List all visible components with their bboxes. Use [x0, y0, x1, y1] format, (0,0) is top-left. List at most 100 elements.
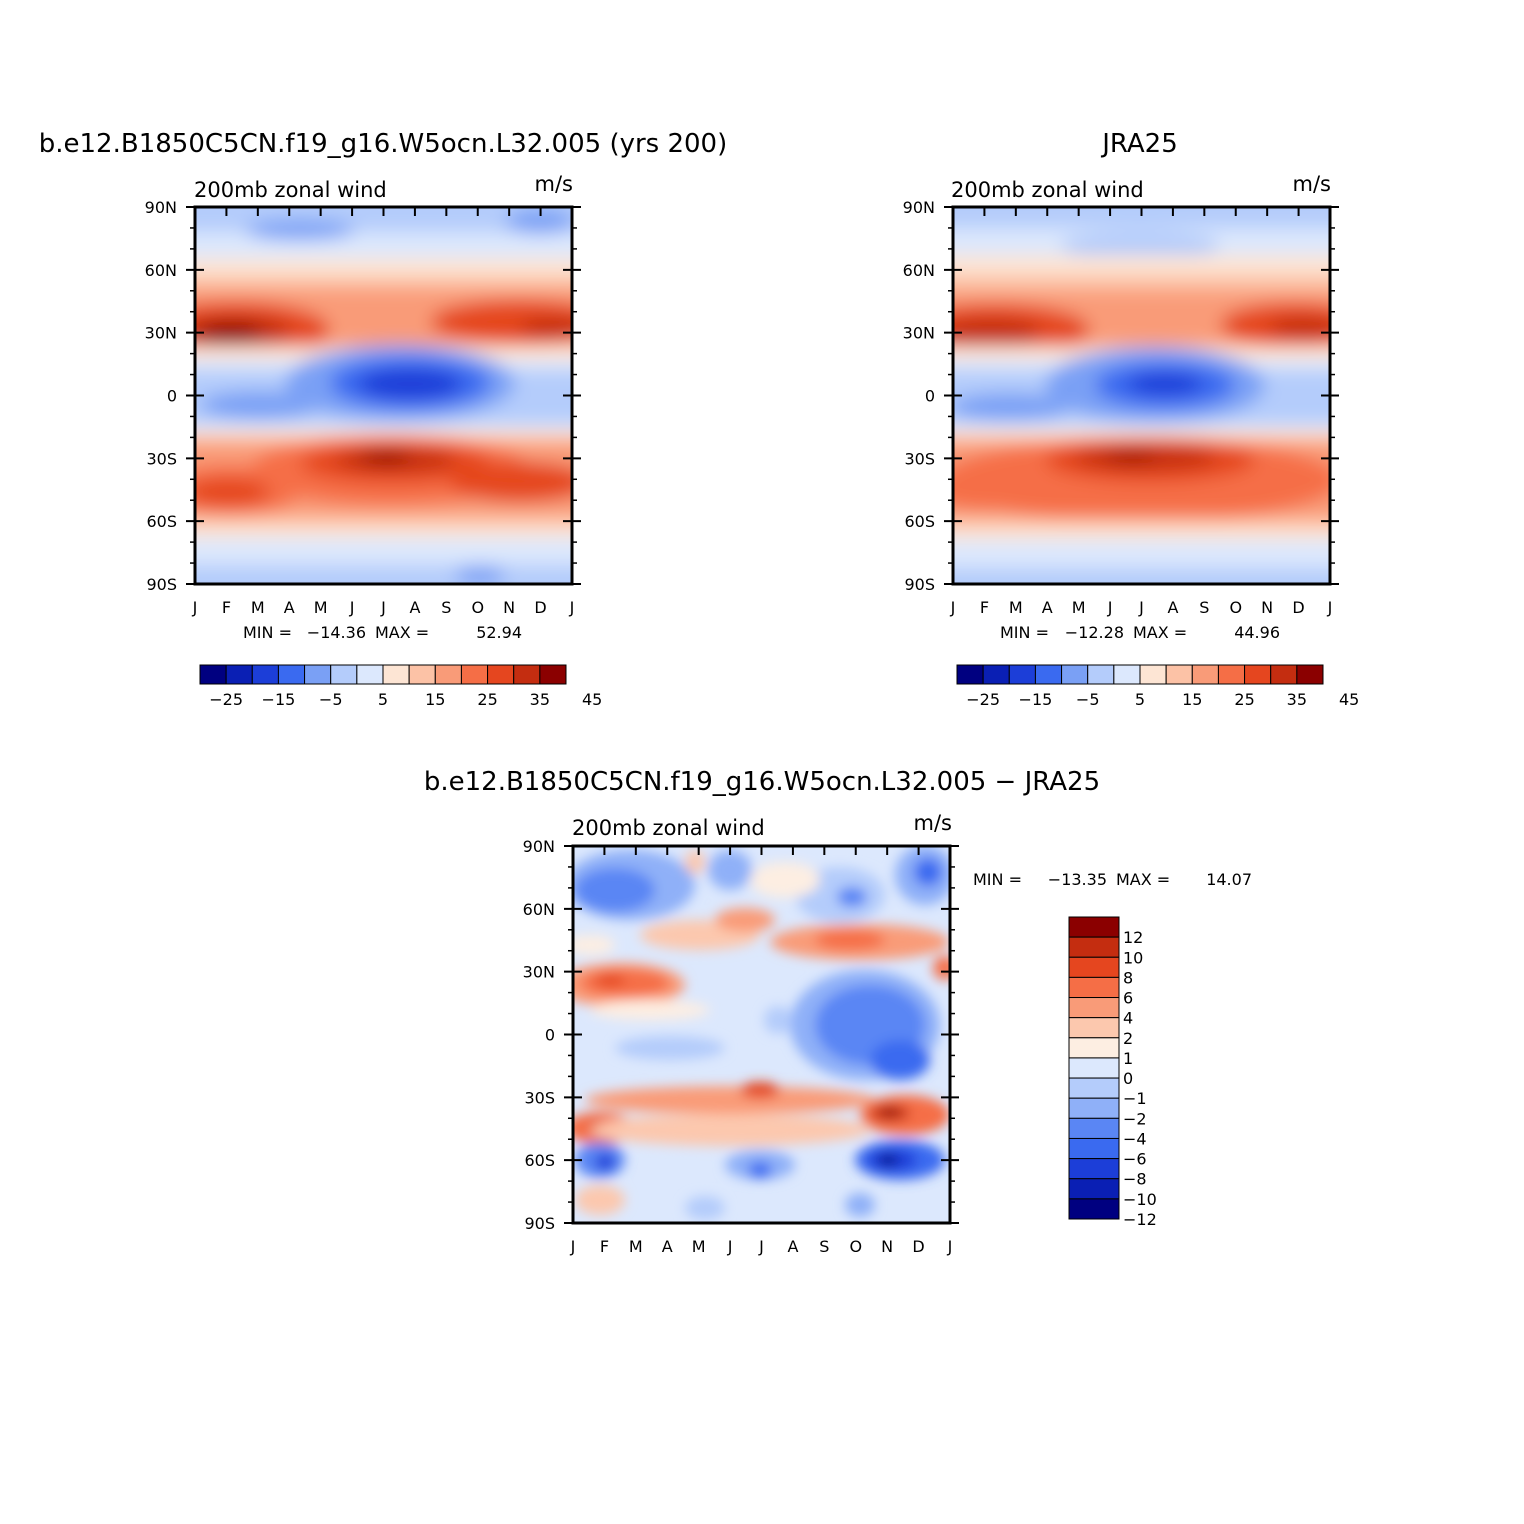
obs-panel: JRA25 200mb zonal wind m/s — [903, 129, 1360, 709]
diff-ytick-label: 60N — [523, 900, 555, 919]
diff-contour-field — [573, 846, 950, 1223]
diff-min-label: MIN = — [973, 870, 1022, 889]
obs-colorbar-swatch — [1008, 664, 1036, 685]
model-xtick-label: O — [471, 598, 484, 617]
diff-colorbar-label: −12 — [1123, 1210, 1157, 1229]
obs-xtick-label: J — [1327, 598, 1333, 617]
obs-colorbar-swatch — [1034, 664, 1063, 685]
model-colorbar-swatch — [539, 664, 567, 685]
diff-colorbar-swatch — [1068, 1158, 1120, 1180]
diff-panel: b.e12.B1850C5CN.f19_g16.W5ocn.L32.005 − … — [424, 767, 1252, 1256]
obs-xtick-label: J — [1138, 598, 1144, 617]
model-colorbar-swatch — [251, 664, 279, 685]
model-ytick-label: 30N — [145, 324, 177, 343]
diff-colorbar-swatch — [1068, 1017, 1120, 1039]
obs-colorbar-label: −5 — [1076, 690, 1100, 709]
diff-xtick-label: J — [758, 1237, 764, 1256]
obs-colorbar-label: 35 — [1287, 690, 1307, 709]
obs-ytick-label: 60N — [903, 261, 935, 280]
model-max-label: MAX = — [375, 623, 429, 642]
model-colorbar-swatch — [199, 664, 227, 685]
diff-variable-label: 200mb zonal wind — [572, 816, 765, 840]
obs-max-value: 44.96 — [1234, 623, 1280, 642]
diff-colorbar-swatch — [1068, 1057, 1120, 1079]
diff-colorbar-label: 1 — [1123, 1049, 1133, 1068]
model-units-label: m/s — [535, 172, 573, 196]
obs-min-value: −12.28 — [1065, 623, 1124, 642]
obs-ytick-label: 90N — [903, 198, 935, 217]
obs-colorbar-label: 5 — [1135, 690, 1145, 709]
model-colorbar-swatch — [382, 664, 410, 685]
obs-colorbar-swatch — [1270, 664, 1298, 685]
obs-max-label: MAX = — [1133, 623, 1187, 642]
diff-xtick-label: J — [947, 1237, 953, 1256]
obs-colorbar-label: 45 — [1339, 690, 1359, 709]
diff-colorbar-swatch — [1068, 936, 1120, 958]
model-xtick-label: S — [441, 598, 451, 617]
obs-colorbar-swatch — [1165, 664, 1193, 685]
obs-colorbar-swatch — [1296, 664, 1324, 685]
diff-colorbar-swatch — [1068, 1077, 1120, 1099]
obs-colorbar-swatch — [1113, 664, 1141, 685]
diff-colorbar-swatch — [1068, 1037, 1120, 1059]
diff-colorbar-label: −4 — [1123, 1129, 1147, 1148]
diff-xtick-label: M — [692, 1237, 706, 1256]
obs-xtick-label: M — [1072, 598, 1086, 617]
diff-ytick-label: 30N — [523, 963, 555, 982]
obs-xtick-label: N — [1261, 598, 1273, 617]
obs-variable-label: 200mb zonal wind — [951, 178, 1144, 202]
obs-colorbar-swatch — [1191, 664, 1219, 685]
model-title: b.e12.B1850C5CN.f19_g16.W5ocn.L32.005 (y… — [39, 129, 728, 159]
model-xtick-label: N — [503, 598, 515, 617]
diff-colorbar-label: −8 — [1123, 1170, 1147, 1189]
diff-ytick-label: 30S — [524, 1088, 555, 1107]
obs-min-label: MIN = — [1000, 623, 1049, 642]
model-xtick-label: M — [251, 598, 265, 617]
diff-colorbar-swatch — [1068, 1137, 1120, 1160]
diff-xtick-label: D — [912, 1237, 924, 1256]
model-colorbar-swatch — [513, 664, 541, 685]
diff-xtick-label: A — [787, 1237, 798, 1256]
model-max-value: 52.94 — [476, 623, 522, 642]
obs-colorbar-label: −25 — [966, 690, 1000, 709]
model-variable-label: 200mb zonal wind — [194, 178, 387, 202]
model-xtick-label: F — [222, 598, 231, 617]
diff-ytick-label: 0 — [545, 1026, 555, 1045]
obs-ytick-label: 30N — [903, 324, 935, 343]
diff-colorbar-label: −10 — [1123, 1190, 1157, 1209]
diff-colorbar-label: 6 — [1123, 989, 1133, 1008]
obs-xtick-label: A — [1042, 598, 1053, 617]
model-ytick-label: 60N — [145, 261, 177, 280]
model-ytick-label: 0 — [167, 387, 177, 406]
diff-colorbar-label: 4 — [1123, 1009, 1133, 1028]
model-xtick-label: J — [349, 598, 355, 617]
diff-colorbar-swatch — [1068, 1178, 1120, 1200]
model-colorbar-swatch — [460, 664, 489, 685]
model-contour-field — [195, 207, 572, 584]
diff-max-value: 14.07 — [1206, 870, 1252, 889]
diff-colorbar-swatch — [1068, 1097, 1120, 1119]
obs-ytick-label: 0 — [925, 387, 935, 406]
diff-colorbar-label: 8 — [1123, 968, 1133, 987]
model-colorbar-label: −15 — [262, 690, 296, 709]
diff-min-value: −13.35 — [1048, 870, 1107, 889]
obs-xtick-label: J — [1107, 598, 1113, 617]
model-colorbar-swatch — [277, 664, 306, 685]
obs-colorbar-swatch — [1217, 664, 1246, 685]
obs-ytick-label: 90S — [904, 575, 935, 594]
model-xtick-label: A — [409, 598, 420, 617]
diff-xtick-label: A — [662, 1237, 673, 1256]
diff-colorbar-label: 12 — [1123, 928, 1143, 947]
diff-xtick-label: J — [727, 1237, 733, 1256]
diff-colorbar-swatch — [1068, 1198, 1120, 1220]
obs-xtick-label: J — [950, 598, 956, 617]
model-colorbar-label: −5 — [319, 690, 343, 709]
obs-xtick-label: D — [1292, 598, 1304, 617]
diff-colorbar-swatch — [1068, 916, 1120, 938]
model-colorbar-label: −25 — [209, 690, 243, 709]
obs-colorbar-label: 25 — [1234, 690, 1254, 709]
obs-title: JRA25 — [1100, 129, 1178, 159]
diff-colorbar-label: −6 — [1123, 1150, 1147, 1169]
obs-colorbar-swatch — [1087, 664, 1115, 685]
obs-contour-field — [953, 207, 1330, 584]
